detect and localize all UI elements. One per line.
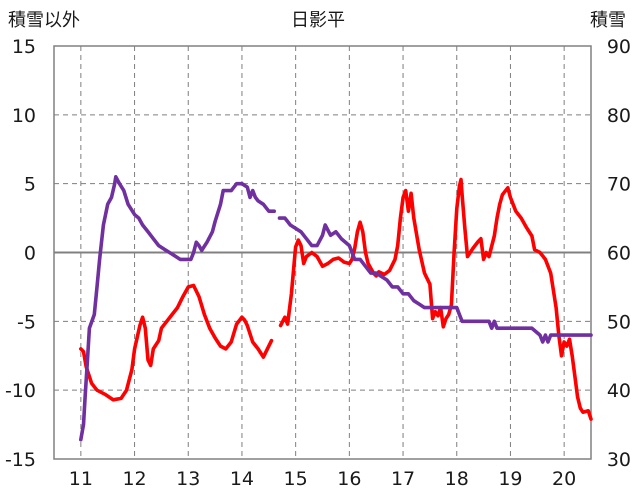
- series-segment: [277, 216, 593, 344]
- series-red-line: [79, 177, 593, 421]
- x-tick-label: 14: [230, 468, 254, 490]
- left-tick-label: -15: [5, 449, 36, 471]
- left-axis-label: 積雪以外: [8, 10, 80, 31]
- series-purple-line: [79, 175, 593, 442]
- series-segment: [79, 175, 276, 442]
- left-tick-label: 15: [12, 36, 36, 58]
- x-tick-label: 12: [122, 468, 146, 490]
- series-segment: [79, 283, 274, 402]
- left-tick-label: 5: [24, 174, 36, 196]
- right-tick-label: 30: [607, 449, 631, 471]
- grid-lines: [54, 46, 591, 459]
- x-tick-label: 19: [498, 468, 522, 490]
- left-tick-label: -5: [17, 311, 36, 333]
- x-tick-label: 11: [69, 468, 93, 490]
- series-segment: [278, 177, 593, 421]
- right-tick-label: 70: [607, 174, 631, 196]
- left-tick-label: -10: [5, 380, 36, 402]
- right-axis-label: 積雪: [590, 10, 626, 31]
- x-tick-label: 17: [391, 468, 415, 490]
- x-tick-label: 18: [445, 468, 469, 490]
- right-tick-label: 80: [607, 105, 631, 127]
- x-tick-label: 15: [284, 468, 308, 490]
- x-tick-label: 13: [176, 468, 200, 490]
- chart-title: 日影平: [291, 10, 345, 31]
- left-tick-label: 10: [12, 105, 36, 127]
- x-tick-label: 16: [337, 468, 361, 490]
- right-tick-label: 90: [607, 36, 631, 58]
- left-tick-label: 0: [24, 243, 36, 265]
- right-tick-label: 60: [607, 243, 631, 265]
- series-layer: [79, 175, 593, 442]
- right-tick-label: 40: [607, 380, 631, 402]
- x-tick-label: 20: [552, 468, 576, 490]
- right-tick-label: 50: [607, 311, 631, 333]
